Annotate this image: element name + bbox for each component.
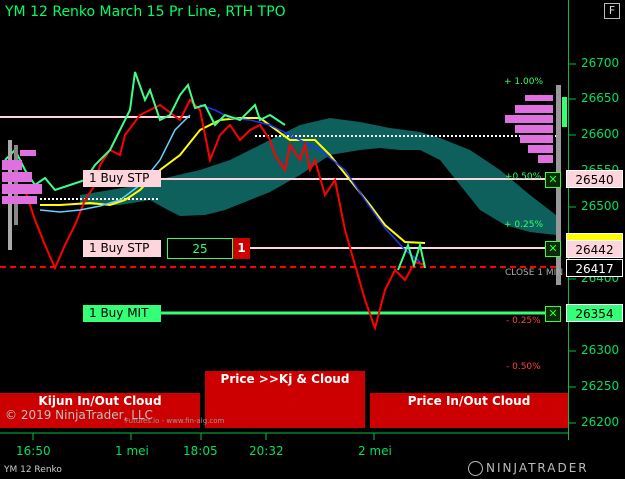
buy-mit-order[interactable]: 1 Buy MIT <box>83 305 161 322</box>
buy-stp-order-1[interactable]: 1 Buy STP <box>83 170 161 187</box>
signal-label: Price In/Out Cloud <box>407 394 531 408</box>
time-label: 2 mei <box>358 444 392 458</box>
price-label: 26650 <box>581 91 620 105</box>
chikou-line <box>39 114 191 213</box>
watermark-text: Futures.io - www.fin-alg.com <box>125 417 225 425</box>
fast-line-tail <box>397 241 426 271</box>
price-label: 26250 <box>581 379 620 393</box>
price-cloud-signal: Price In/Out Cloud <box>370 393 568 428</box>
price-label: 26500 <box>581 199 620 213</box>
x-close-icon[interactable]: ✕ <box>545 241 561 257</box>
percent-level-label: + 1.00% <box>504 77 543 87</box>
price-label: 26200 <box>581 415 620 429</box>
copyright-text: © 2019 NinjaTrader, LLC <box>5 408 153 422</box>
kijun-cloud-signal: Kijun In/Out Cloud <box>0 393 200 428</box>
price-axis-line <box>568 0 569 440</box>
last-price-tag: 26417 <box>566 259 623 277</box>
order-quantity-box[interactable]: 25 <box>167 238 233 259</box>
order-price-tag: 26354 <box>566 304 623 322</box>
time-axis-ticks <box>0 432 568 440</box>
percent-level-label: +0.50% <box>505 172 542 182</box>
chart-title: YM 12 Renko March 15 Pr Line, RTH TPO <box>5 4 286 20</box>
time-label: 16:50 <box>16 444 51 458</box>
x-close-icon[interactable]: ✕ <box>545 306 561 322</box>
fast-line <box>4 71 286 192</box>
ichimoku-cloud <box>80 118 556 235</box>
close-level-label: CLOSE 1 MIN <box>505 268 564 278</box>
x-close-icon[interactable]: ✕ <box>545 172 561 188</box>
signal-label: Kijun In/Out Cloud <box>38 394 162 408</box>
time-label: 1 mei <box>115 444 149 458</box>
signal-label: Price >>Kj & Cloud <box>220 372 350 386</box>
order-price-tag: 26540 <box>566 170 623 188</box>
kijun-line <box>40 117 426 244</box>
price-kijun-cloud-signal: Price >>Kj & Cloud <box>205 371 365 428</box>
order-price-tag: 26442 <box>566 240 623 258</box>
slow-line <box>24 98 426 332</box>
ninjatrader-logo-icon <box>468 461 483 476</box>
volume-profile-left <box>2 140 42 250</box>
order-count-badge[interactable]: 1 <box>233 238 250 259</box>
price-label: 26300 <box>581 343 620 357</box>
percent-level-label: - 0.50% <box>506 362 541 372</box>
f-button[interactable]: F <box>604 3 620 19</box>
percent-level-label: - 0.25% <box>506 316 541 326</box>
price-label: 26700 <box>581 56 620 70</box>
buy-stp-order-2[interactable]: 1 Buy STP <box>83 240 161 257</box>
brand-name: NINJATRADER <box>486 461 589 475</box>
percent-level-label: + 0.25% <box>504 220 543 230</box>
instrument-label: YM 12 Renko <box>4 465 62 475</box>
time-label: 18:05 <box>183 444 218 458</box>
price-label: 26600 <box>581 127 620 141</box>
time-label: 20:32 <box>249 444 284 458</box>
